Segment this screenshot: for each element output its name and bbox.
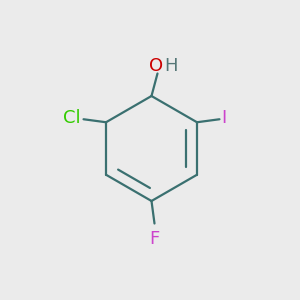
Text: H: H bbox=[164, 57, 178, 75]
Text: Cl: Cl bbox=[63, 109, 80, 127]
Text: O: O bbox=[149, 57, 163, 75]
Text: I: I bbox=[221, 109, 226, 127]
Text: F: F bbox=[149, 230, 160, 247]
